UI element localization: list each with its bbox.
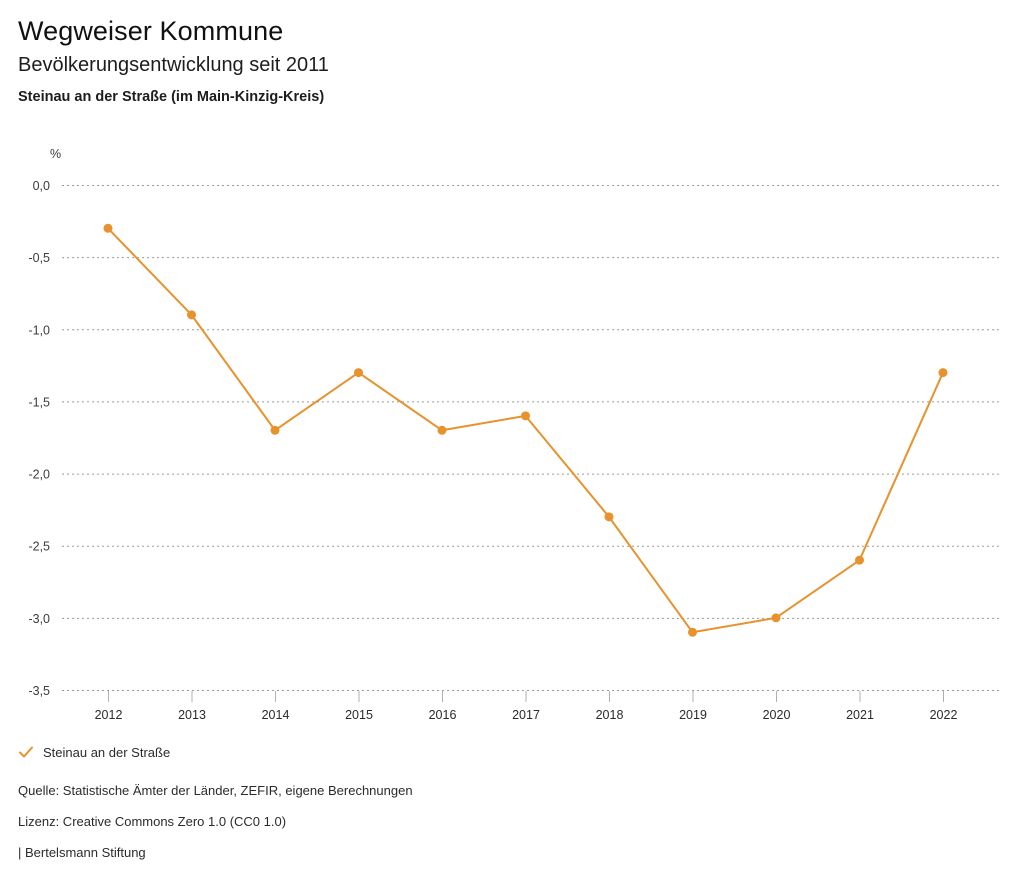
x-axis-tick-label: 2015 bbox=[345, 708, 373, 722]
check-icon bbox=[18, 744, 34, 760]
data-point[interactable] bbox=[771, 613, 781, 623]
y-axis-tick-label: -0,5 bbox=[28, 251, 50, 265]
footer-publisher: | Bertelsmann Stiftung bbox=[18, 845, 146, 860]
x-axis-tick-label: 2017 bbox=[512, 708, 540, 722]
y-axis-tick-label: -2,0 bbox=[28, 468, 50, 482]
page-title: Wegweiser Kommune bbox=[18, 16, 284, 46]
data-point[interactable] bbox=[604, 512, 614, 522]
y-axis-tick-label: -1,5 bbox=[28, 395, 50, 409]
data-point[interactable] bbox=[187, 310, 196, 320]
chart-region-label: Steinau an der Straße (im Main-Kinzig-Kr… bbox=[18, 89, 325, 105]
footer: Quelle: Statistische Ämter der Länder, Z… bbox=[18, 783, 918, 860]
chart-subtitle: Bevölkerungsentwicklung seit 2011 bbox=[18, 54, 329, 76]
y-axis-tick-label: -3,5 bbox=[28, 684, 50, 698]
x-axis-tick-label: 2013 bbox=[178, 708, 206, 722]
data-point[interactable] bbox=[521, 411, 530, 421]
chart-series bbox=[103, 223, 948, 637]
data-point[interactable] bbox=[938, 368, 948, 378]
y-axis-tick-label: -2,5 bbox=[28, 540, 50, 554]
footer-source: Quelle: Statistische Ämter der Länder, Z… bbox=[18, 783, 413, 798]
footer-license: Lizenz: Creative Commons Zero 1.0 (CC0 1… bbox=[18, 814, 287, 829]
x-axis-tick-label: 2022 bbox=[930, 708, 958, 722]
y-axis-tick-label: -3,0 bbox=[28, 612, 50, 626]
x-axis: 2012 2013 2014 2015 2016 2017 2018 2019 2020 2021… bbox=[95, 691, 958, 722]
data-point[interactable] bbox=[688, 627, 697, 637]
data-point[interactable] bbox=[103, 223, 113, 233]
series-line bbox=[107, 227, 944, 634]
data-point[interactable] bbox=[270, 425, 280, 435]
header: Wegweiser Kommune Bevölkerungsentwicklun… bbox=[18, 14, 998, 107]
x-axis-tick-label: 2018 bbox=[596, 708, 624, 722]
legend-item-label: Steinau an der Straße bbox=[43, 744, 171, 760]
x-axis-tick-label: 2014 bbox=[262, 708, 290, 722]
y-axis-tick-label: -1,0 bbox=[28, 323, 50, 337]
data-point[interactable] bbox=[437, 425, 447, 435]
x-axis-tick-label: 2012 bbox=[95, 708, 123, 722]
y-axis-tick-label: 0,0 bbox=[33, 179, 50, 193]
y-gridlines: 0,0 -0,5 -1,0 -1,5 -2,0 -2,5 -3,0 -3,5 bbox=[28, 179, 1000, 698]
data-point[interactable] bbox=[354, 368, 363, 378]
x-axis-tick-label: 2019 bbox=[679, 708, 707, 722]
x-axis-tick-label: 2016 bbox=[429, 708, 457, 722]
x-axis-tick-label: 2020 bbox=[763, 708, 791, 722]
data-point[interactable] bbox=[855, 555, 864, 565]
y-axis-unit-label: % bbox=[50, 147, 62, 161]
x-axis-tick-label: 2021 bbox=[846, 708, 874, 722]
chart-legend[interactable]: Steinau an der Straße bbox=[18, 744, 170, 760]
